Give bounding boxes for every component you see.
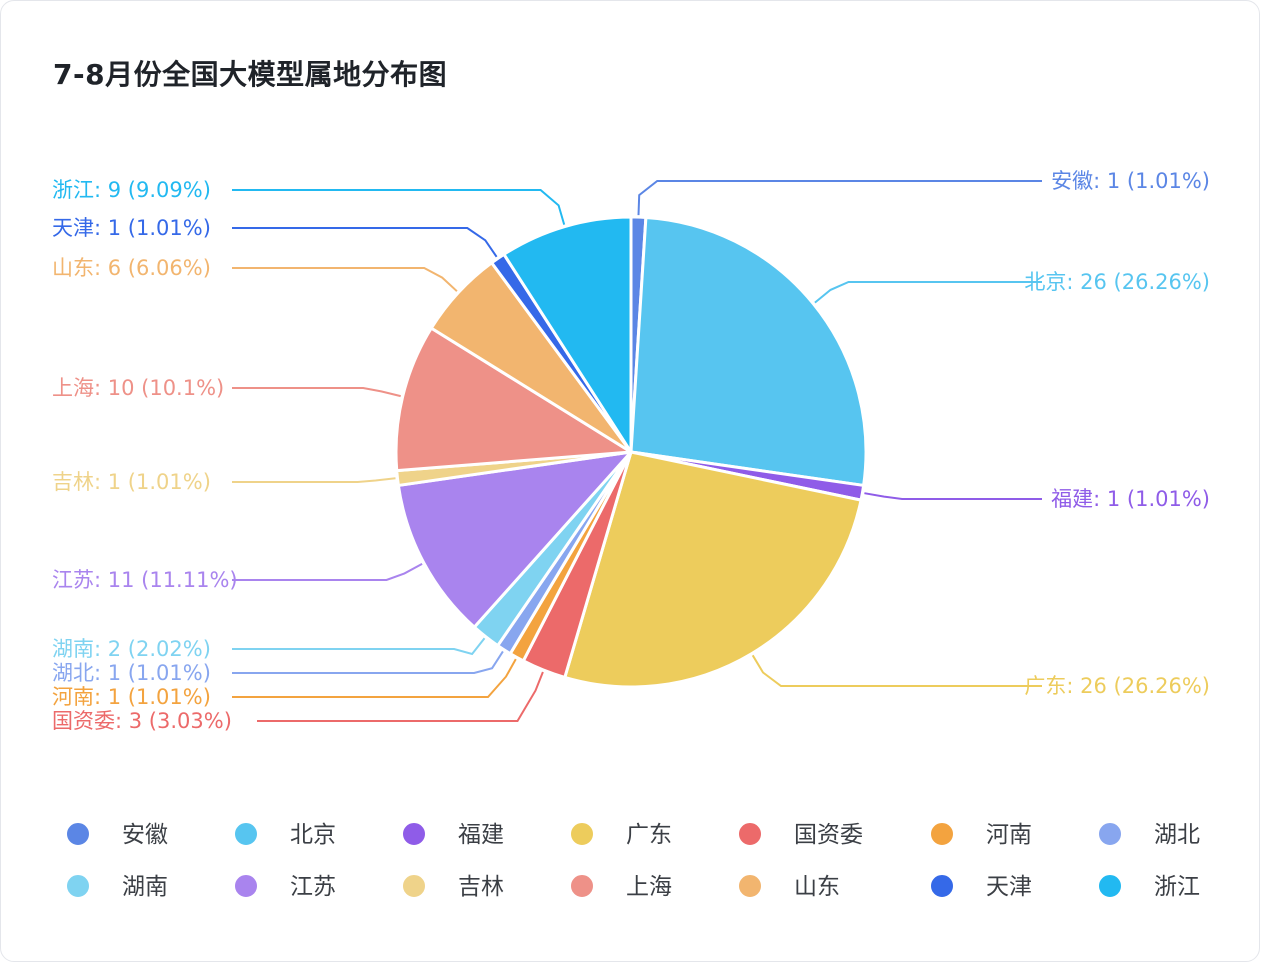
leader-line-3 <box>751 654 1042 687</box>
slice-label-9: 吉林: 1 (1.01%) <box>52 470 211 494</box>
leader-line-0 <box>637 180 1042 216</box>
legend-item-9[interactable]: 吉林 <box>401 873 504 900</box>
legend-marker-13 <box>1097 873 1123 899</box>
legend-marker-9 <box>401 873 427 899</box>
leader-line-5 <box>232 658 517 698</box>
legend-item-3[interactable]: 广东 <box>569 821 672 848</box>
legend-item-8[interactable]: 江苏 <box>233 873 336 900</box>
legend-label-7: 湖南 <box>122 874 168 900</box>
legend-label-1: 北京 <box>290 822 336 848</box>
leader-line-13 <box>232 189 566 225</box>
leader-line-12 <box>232 227 498 258</box>
leader-line-7 <box>232 637 486 656</box>
legend-marker-6 <box>1097 821 1123 847</box>
pie-slice-1[interactable] <box>629 215 868 487</box>
legend-label-10: 上海 <box>626 874 672 900</box>
leader-lines <box>232 180 1042 722</box>
legend-marker-0 <box>65 821 91 847</box>
legend-item-13[interactable]: 浙江 <box>1097 873 1200 900</box>
legend-item-7[interactable]: 湖南 <box>65 873 168 900</box>
legend-label-0: 安徽 <box>122 822 168 848</box>
slice-label-10: 上海: 10 (10.1%) <box>52 376 224 400</box>
slice-label-1: 北京: 26 (26.26%) <box>1024 270 1210 294</box>
legend-item-5[interactable]: 河南 <box>929 821 1032 848</box>
legend-marker-4 <box>737 821 763 847</box>
slice-label-7: 湖南: 2 (2.02%) <box>52 637 211 661</box>
legend-marker-12 <box>929 873 955 899</box>
legend-label-3: 广东 <box>626 822 672 848</box>
legend-label-4: 国资委 <box>794 822 863 848</box>
legend-label-9: 吉林 <box>458 874 504 900</box>
legend-marker-7 <box>65 873 91 899</box>
slice-label-13: 浙江: 9 (9.09%) <box>52 178 211 202</box>
leader-line-2 <box>864 492 1042 500</box>
legend-label-12: 天津 <box>986 874 1032 900</box>
legend-marker-1 <box>233 821 259 847</box>
leader-line-6 <box>232 650 504 674</box>
leader-line-4 <box>257 671 544 722</box>
pie-slice-8[interactable] <box>396 450 633 629</box>
pie-slice-3[interactable] <box>563 450 863 689</box>
slice-label-11: 山东: 6 (6.06%) <box>52 256 211 280</box>
leader-line-8 <box>232 563 423 581</box>
legend-item-6[interactable]: 湖北 <box>1097 821 1200 848</box>
legend-marker-5 <box>929 821 955 847</box>
legend-item-2[interactable]: 福建 <box>401 821 504 848</box>
legend-item-1[interactable]: 北京 <box>233 821 336 848</box>
legend-item-4[interactable]: 国资委 <box>737 821 863 848</box>
legend-item-10[interactable]: 上海 <box>569 873 672 900</box>
slice-label-4: 国资委: 3 (3.03%) <box>52 709 232 733</box>
slice-labels: 安徽: 1 (1.01%) 北京: 26 (26.26%) 福建: 1 (1.01%… <box>52 169 1210 733</box>
legend-item-11[interactable]: 山东 <box>737 873 840 900</box>
legend-marker-8 <box>233 873 259 899</box>
leader-line-1 <box>814 281 1042 304</box>
legend-label-13: 浙江 <box>1154 874 1200 900</box>
pie-slice-10[interactable] <box>394 326 633 473</box>
legend-marker-3 <box>569 821 595 847</box>
leader-line-11 <box>232 267 458 292</box>
slice-label-2: 福建: 1 (1.01%) <box>1051 487 1210 511</box>
leader-line-9 <box>232 477 396 483</box>
chart-title: 7-8月份全国大模型属地分布图 <box>53 58 448 91</box>
legend-marker-10 <box>569 873 595 899</box>
legend-label-6: 湖北 <box>1154 822 1200 848</box>
legend-marker-11 <box>737 873 763 899</box>
legend-marker-2 <box>401 821 427 847</box>
legend-label-2: 福建 <box>458 822 504 848</box>
legend-label-11: 山东 <box>794 874 840 900</box>
legend-label-5: 河南 <box>986 822 1032 848</box>
slice-label-5: 河南: 1 (1.01%) <box>52 685 211 709</box>
leader-line-10 <box>232 387 401 398</box>
slice-label-0: 安徽: 1 (1.01%) <box>1051 169 1210 193</box>
slice-label-8: 江苏: 11 (11.11%) <box>52 568 238 592</box>
slice-label-12: 天津: 1 (1.01%) <box>52 216 211 240</box>
pie-slice-13[interactable] <box>502 215 633 454</box>
slice-label-6: 湖北: 1 (1.01%) <box>52 661 211 685</box>
legend-item-0[interactable]: 安徽 <box>65 821 168 848</box>
pie-slices <box>394 215 868 689</box>
legend-label-8: 江苏 <box>290 874 336 900</box>
slice-label-3: 广东: 26 (26.26%) <box>1024 674 1210 698</box>
legend-item-12[interactable]: 天津 <box>929 873 1032 900</box>
